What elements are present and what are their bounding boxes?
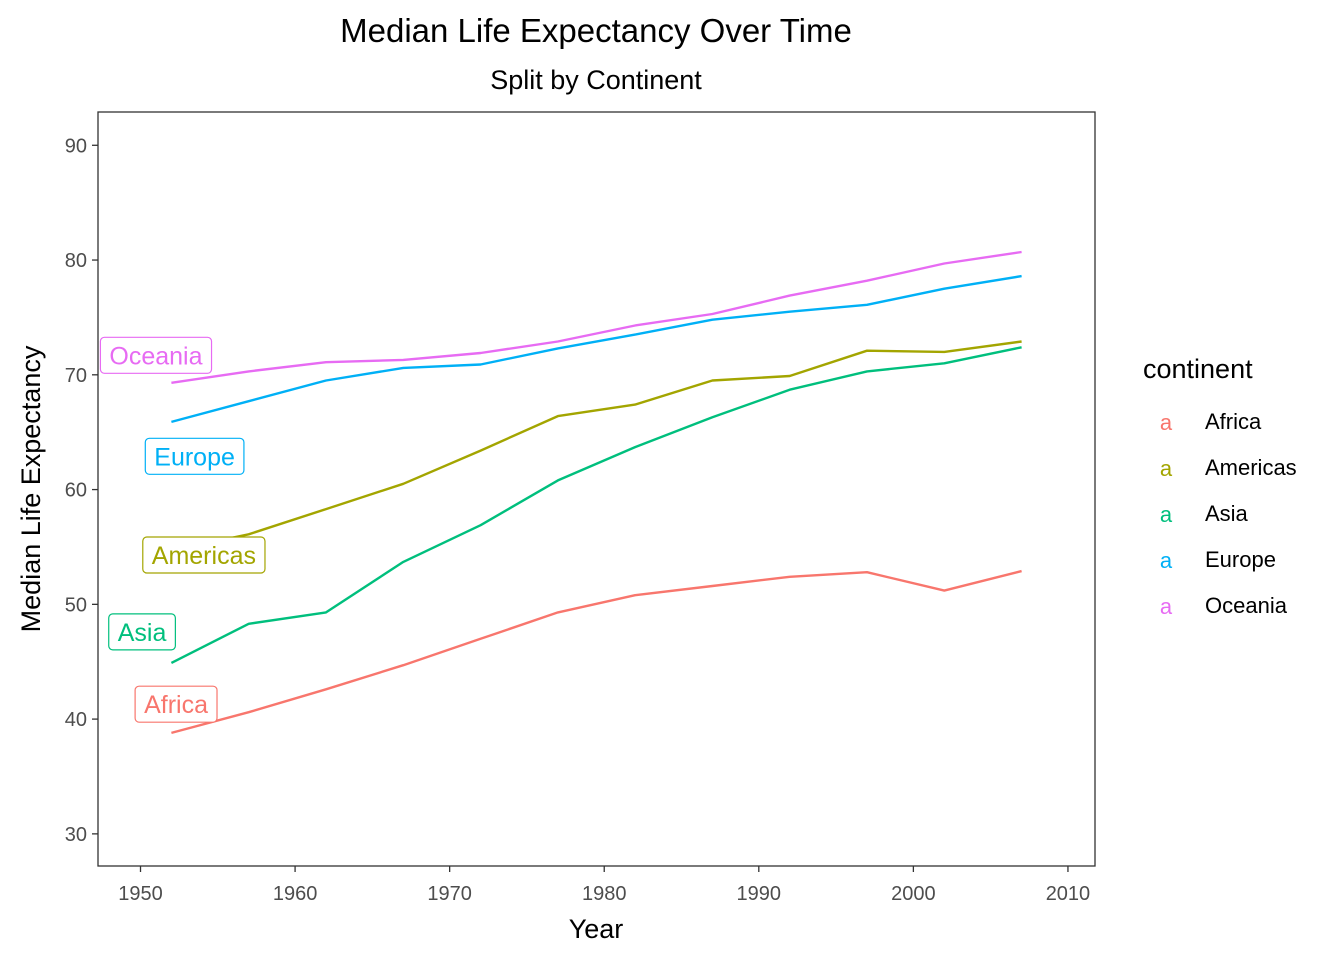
legend-item-africa: a Africa	[1160, 409, 1262, 435]
series-label-text: Asia	[118, 619, 167, 647]
legend: continent a Africa a Americas a Asia a Europe a O…	[1143, 354, 1297, 619]
series-line-europe	[171, 274, 1022, 424]
legend-item-oceania: a Oceania	[1160, 593, 1288, 619]
y-tick-label: 30	[65, 824, 87, 846]
series-direct-labels: Africa Americas Asia Europe Oceania	[99, 336, 266, 723]
x-tick-label: 2000	[891, 883, 936, 905]
legend-key: a	[1160, 502, 1173, 527]
chart-title: Median Life Expectancy Over Time	[340, 12, 852, 49]
x-tick-label: 1980	[582, 883, 627, 905]
series-label-box	[99, 336, 213, 374]
y-axis-title: Median Life Expectancy	[16, 345, 46, 632]
series-line-asia	[170, 346, 1022, 664]
legend-item-americas: a Americas	[1160, 455, 1297, 481]
series-label-text: Americas	[152, 542, 256, 570]
series-label-asia: Asia	[108, 613, 176, 651]
x-tick-label: 1950	[118, 883, 163, 905]
series-label-text: Europe	[154, 443, 235, 471]
legend-label: Americas	[1205, 455, 1297, 480]
legend-items: a Africa a Americas a Asia a Europe a Oceania	[1160, 409, 1297, 619]
x-axis-title: Year	[569, 914, 624, 944]
series-label-africa: Africa	[134, 685, 218, 723]
legend-key: a	[1160, 410, 1173, 435]
series-line-americas	[171, 340, 1022, 552]
series-label-box	[134, 685, 218, 723]
chart-subtitle: Split by Continent	[490, 65, 702, 95]
y-tick-label: 80	[65, 250, 87, 272]
x-tick-label: 1970	[427, 883, 472, 905]
legend-item-asia: a Asia	[1160, 501, 1249, 527]
series-line-oceania	[171, 250, 1022, 384]
legend-item-europe: a Europe	[1160, 547, 1276, 573]
series-label-europe: Europe	[144, 437, 245, 475]
series-label-box	[108, 613, 176, 651]
y-tick-label: 50	[65, 594, 87, 616]
x-tick-label: 1960	[273, 883, 318, 905]
series-lines	[170, 250, 1022, 735]
legend-key: a	[1160, 548, 1173, 573]
y-tick-label: 70	[65, 365, 87, 387]
legend-key: a	[1160, 594, 1173, 619]
y-axis: 30 40 50 60 70 80 90	[65, 135, 98, 846]
series-label-oceania: Oceania	[99, 336, 213, 374]
plot-panel	[97, 111, 1096, 867]
legend-key: a	[1160, 456, 1173, 481]
y-tick-label: 60	[65, 480, 87, 502]
x-tick-label: 2010	[1046, 883, 1091, 905]
legend-label: Africa	[1205, 409, 1262, 434]
series-label-box	[142, 536, 266, 574]
series-line-africa	[171, 569, 1022, 735]
series-label-americas: Americas	[142, 536, 266, 574]
legend-label: Oceania	[1205, 593, 1288, 618]
series-label-box	[144, 437, 245, 475]
series-label-text: Oceania	[109, 342, 202, 370]
legend-title: continent	[1143, 354, 1253, 384]
legend-label: Asia	[1205, 501, 1249, 526]
series-label-text: Africa	[144, 691, 208, 719]
y-tick-label: 90	[65, 135, 87, 157]
y-tick-label: 40	[65, 709, 87, 731]
x-axis: 1950 1960 1970 1980 1990 2000 2010	[118, 866, 1090, 905]
x-tick-label: 1990	[737, 883, 782, 905]
legend-label: Europe	[1205, 547, 1276, 572]
